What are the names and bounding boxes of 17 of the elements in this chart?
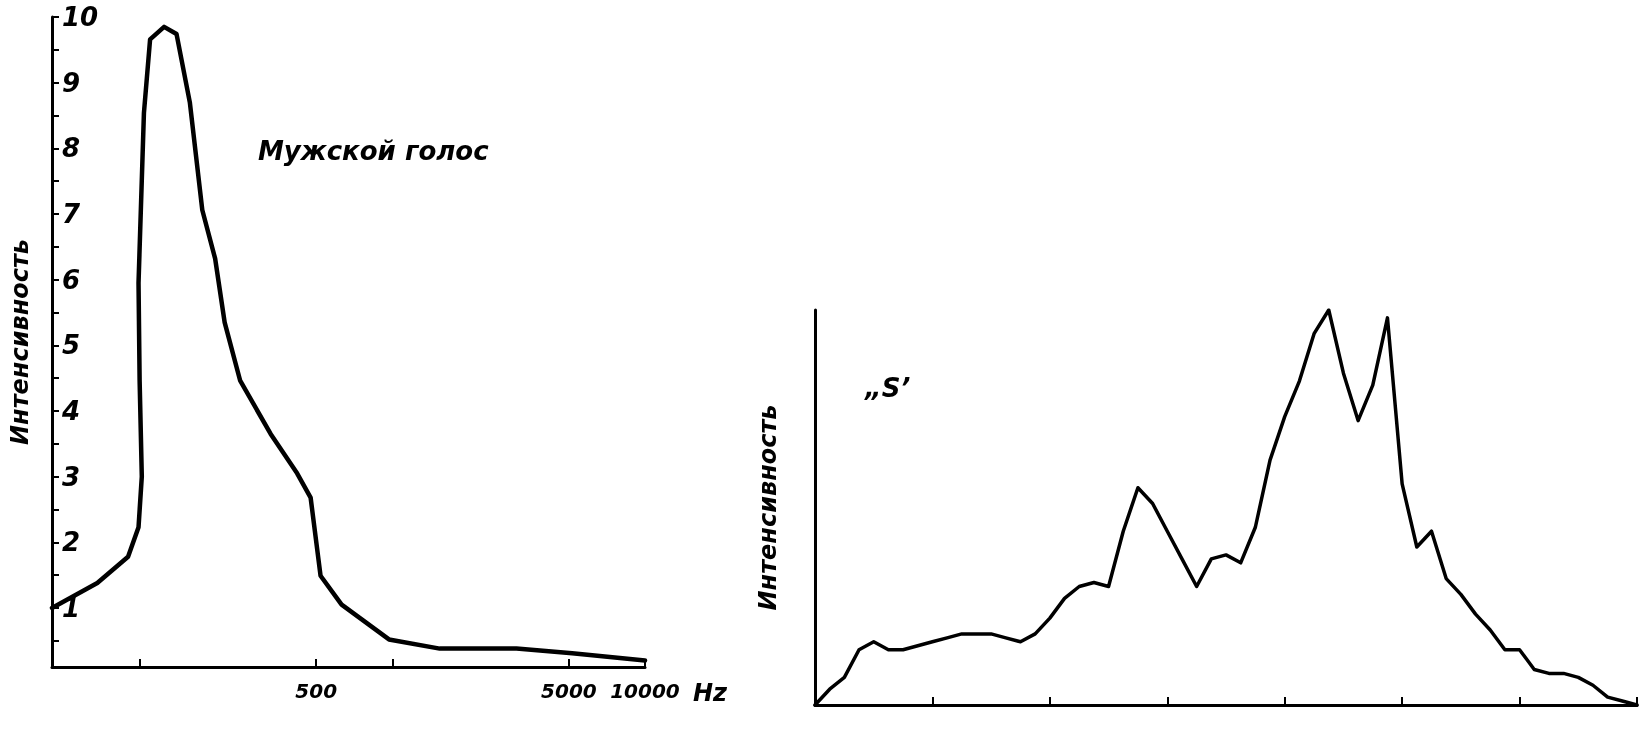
- y-tick-label: 4: [61, 395, 81, 426]
- y-tick-label: 5: [62, 330, 81, 361]
- y-tick-label: 8: [62, 133, 81, 164]
- y-tick-label: 10: [62, 2, 99, 32]
- x-tick-label: 500: [295, 679, 338, 703]
- x-tick-label: 10000: [610, 679, 680, 703]
- annotation: „S’: [864, 373, 911, 403]
- y-axis-title: Интенсивность: [754, 404, 782, 611]
- annotation: Мужской голос: [258, 136, 490, 166]
- y-tick-label: 3: [62, 461, 81, 492]
- x-tick-label: 5000: [541, 679, 597, 703]
- y-tick-label: 9: [62, 67, 81, 98]
- x-axis-title: Hz: [693, 679, 729, 707]
- y-tick-label: 6: [62, 264, 81, 295]
- y-tick-label: 7: [62, 198, 81, 229]
- y-tick-label: 2: [62, 527, 81, 558]
- y-axis-title: Интенсивность: [6, 238, 34, 446]
